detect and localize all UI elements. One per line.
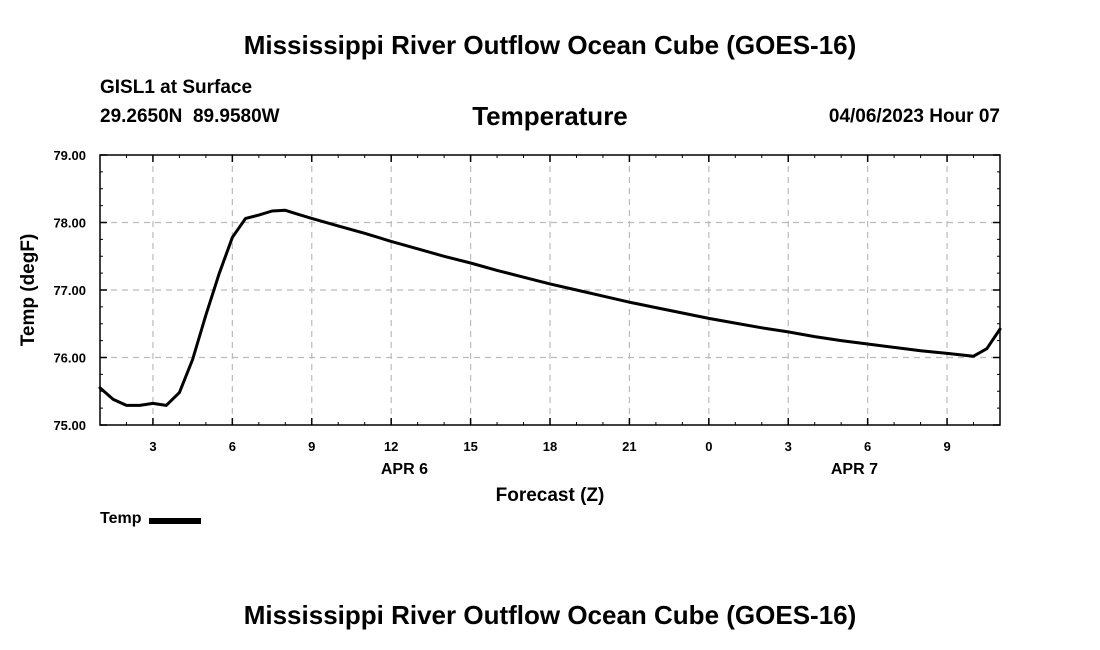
x-tick-label: 9 — [943, 439, 950, 454]
tick-layer: 3 6 9 12 15 18 21 0 3 6 9 75.00 76.00 77.00 78.00 79.00… — [53, 148, 1001, 478]
series-layer — [98, 208, 1002, 407]
x-tick-label: 6 — [229, 439, 236, 454]
station-label: GISL1 at Surface — [100, 77, 253, 98]
series-line-temp — [98, 208, 1002, 407]
x-tick-label: 3 — [785, 439, 792, 454]
legend-swatch-temp — [149, 517, 202, 524]
x-tick-label: 12 — [384, 439, 398, 454]
x-tick-label: 15 — [463, 439, 477, 454]
y-tick-label: 79.00 — [53, 148, 86, 163]
legend: Temp — [100, 509, 202, 529]
y-tick-label: 75.00 — [53, 418, 86, 433]
x-axis-label: Forecast (Z) — [496, 485, 605, 506]
x-tick-label: 21 — [622, 439, 636, 454]
x-tick-label: 18 — [543, 439, 557, 454]
chart-title: Temperature — [472, 101, 628, 131]
page-title-bottom: Mississippi River Outflow Ocean Cube (GO… — [243, 600, 857, 630]
y-axis-label: Temp (degF) — [18, 234, 39, 347]
coordinates-label: 29.2650N 89.9580W — [100, 106, 280, 127]
x-tick-label: 9 — [308, 439, 315, 454]
page-title-top: Mississippi River Outflow Ocean Cube (GO… — [243, 30, 857, 60]
legend-label-temp: Temp — [100, 510, 142, 527]
datetime-label: 04/06/2023 Hour 07 — [828, 106, 1000, 127]
grid-layer — [100, 155, 1000, 425]
x-tick-label: 3 — [149, 439, 156, 454]
date-label: APR 6 — [381, 461, 428, 478]
y-tick-label: 77.00 — [53, 283, 86, 298]
y-tick-label: 76.00 — [53, 351, 86, 366]
temperature-chart: 3 6 9 12 15 18 21 0 3 6 9 75.00 76.00 77.00 78.00 79.00… — [18, 148, 1002, 506]
x-tick-label: 0 — [705, 439, 712, 454]
y-tick-label: 78.00 — [53, 216, 86, 231]
x-tick-label: 6 — [864, 439, 871, 454]
date-label: APR 7 — [831, 461, 878, 478]
